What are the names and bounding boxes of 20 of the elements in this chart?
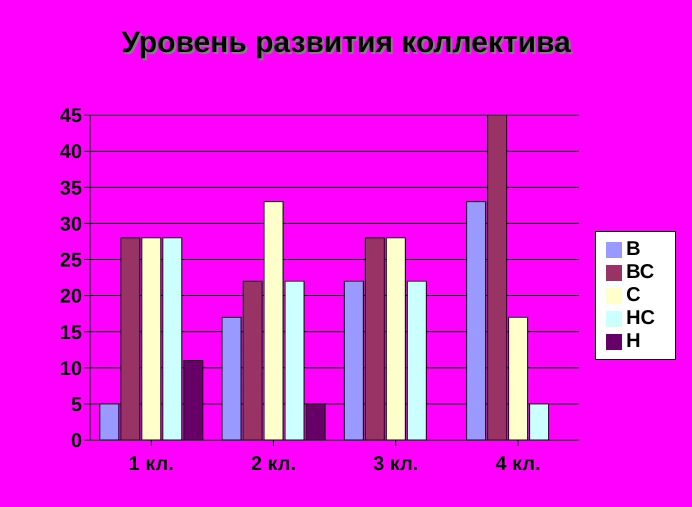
y-tick-label: 5 <box>70 394 82 416</box>
y-tick-label: 30 <box>60 213 82 236</box>
legend-label: Н <box>626 330 641 352</box>
y-tick-label: 25 <box>60 250 82 272</box>
legend-label: НС <box>626 306 655 328</box>
y-tick-label: 0 <box>70 430 82 452</box>
y-tick-label: 45 <box>60 105 82 128</box>
x-tick-label: 2 кл. <box>250 453 296 476</box>
legend-label: С <box>626 284 641 306</box>
x-tick-label: 3 кл. <box>373 453 418 476</box>
y-tick-label: 40 <box>60 141 82 164</box>
y-tick-label: 10 <box>60 358 82 380</box>
y-tick-label: 35 <box>60 177 82 200</box>
legend-label: ВС <box>626 260 654 282</box>
y-tick-label: 20 <box>60 286 82 308</box>
legend-label: В <box>626 238 641 260</box>
y-tick-label: 15 <box>60 322 82 344</box>
x-tick-label: 1 кл. <box>128 453 174 476</box>
x-tick-label: 4 кл. <box>495 453 541 476</box>
chart-title: Уровень развития коллектива <box>120 26 572 60</box>
